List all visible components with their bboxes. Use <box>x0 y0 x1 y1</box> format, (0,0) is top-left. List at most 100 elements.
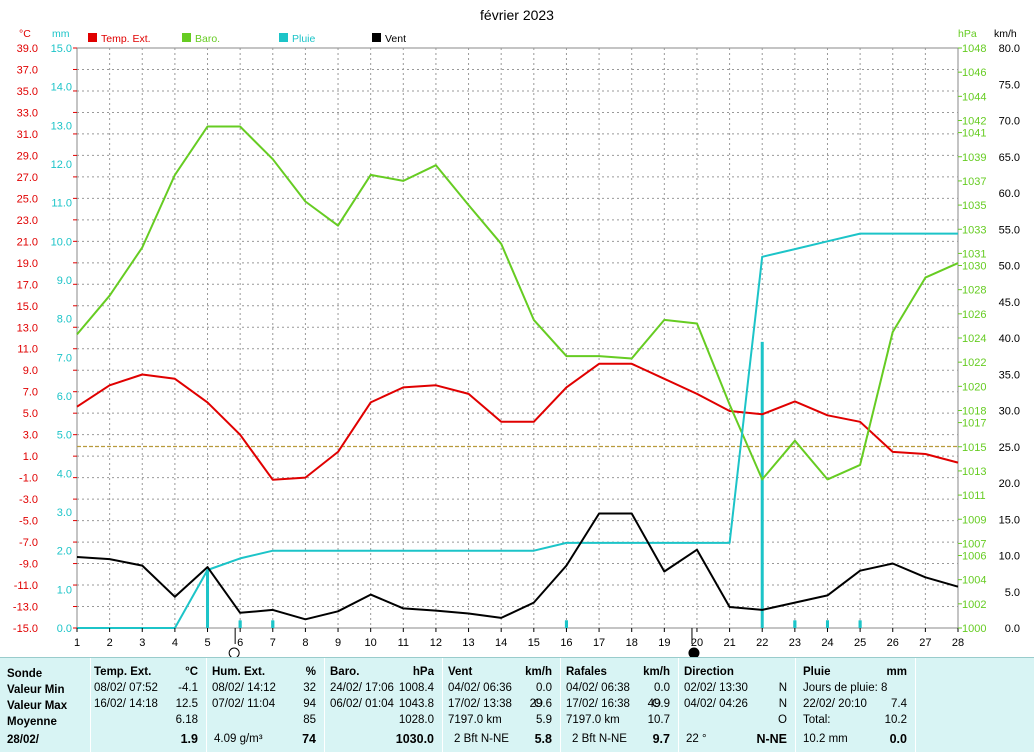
rain-tick-label: 3.0 <box>57 507 72 519</box>
rain-bar-small <box>858 621 862 628</box>
x-tick-label: 15 <box>528 637 540 649</box>
baro-max-date: 06/02/ 01:04 <box>330 698 394 710</box>
baro-avg: 1028.0 <box>398 714 434 726</box>
wind-axis-unit: km/h <box>994 28 1017 40</box>
baro-tick-label: 1046 <box>962 67 986 79</box>
baro-tick-label: 1009 <box>962 514 986 526</box>
pluie-total: 10.2 <box>884 714 907 726</box>
rain-bar-small <box>825 621 829 628</box>
temp-tick-label: 27.0 <box>17 172 38 184</box>
baro-tick-label: 1044 <box>962 91 986 103</box>
temp-tick-label: 37.0 <box>17 64 38 76</box>
rafales-avg: 10.7 <box>647 714 670 726</box>
baro-tick-label: 1026 <box>962 309 986 321</box>
vent-avg: 5.9 <box>536 714 552 726</box>
rafales-min-date: 04/02/ 06:38 <box>566 682 630 694</box>
temp-tick-label: 31.0 <box>17 129 38 141</box>
baro-tick-label: 1039 <box>962 152 986 164</box>
baro-tick-label: 1035 <box>962 200 986 212</box>
rain-tick-label: 12.0 <box>51 159 72 171</box>
temp-tick-label: -3.0 <box>19 494 38 506</box>
pluie-total-label: Total: <box>803 714 831 726</box>
rafales-current: 9.7 <box>652 732 670 746</box>
direction-avg: O <box>778 714 787 726</box>
chart-grid <box>76 47 959 629</box>
rafales-beaufort: 2 Bft N-NE <box>572 733 627 745</box>
wind-tick-label: 5.0 <box>1005 587 1020 599</box>
wind-tick-label: 15.0 <box>999 514 1020 526</box>
row-label-max: Valeur Max <box>7 700 68 712</box>
baro-col-unit: hPa <box>412 666 434 678</box>
full-moon-icon <box>228 647 240 657</box>
baro-series-line <box>76 125 959 481</box>
pluie-max-date: 22/02/ 20:10 <box>803 698 867 710</box>
pluie-col-title: Pluie <box>803 666 831 678</box>
baro-min-date: 24/02/ 17:06 <box>330 682 394 694</box>
temp-tick-label: 3.0 <box>23 430 38 442</box>
statistics-table: Sonde Valeur Min Valeur Max Moyenne 28/0… <box>0 657 1034 752</box>
temp-tick-label: 13.0 <box>17 322 38 334</box>
x-tick-label: 27 <box>919 637 931 649</box>
rain-bar-small <box>271 621 275 628</box>
baro-tick-label: 1048 <box>962 43 986 55</box>
pluie-current: 0.0 <box>889 732 907 746</box>
legend-swatch-wind <box>372 33 381 42</box>
hum-current: 74 <box>302 732 316 746</box>
new-moon-icon <box>688 647 700 657</box>
temp-min-value: -4.1 <box>178 682 198 694</box>
rain-tick-label: 14.0 <box>51 82 72 94</box>
table-col-vent: Vent km/h 04/02/ 06:36 0.0 17/02/ 13:38 … <box>442 658 561 752</box>
row-label-sonde: Sonde <box>7 668 43 680</box>
rafales-max-date: 17/02/ 16:38 <box>566 698 630 710</box>
temp-tick-label: 1.0 <box>23 451 38 463</box>
baro-tick-label: 1037 <box>962 176 986 188</box>
pluie-col-unit: mm <box>886 666 907 678</box>
rafales-distance: 7197.0 km <box>566 714 620 726</box>
direction-current: N-NE <box>756 732 787 746</box>
temp-tick-label: 9.0 <box>23 365 38 377</box>
baro-tick-label: 1033 <box>962 224 986 236</box>
hum-col-title: Hum. Ext. <box>212 666 266 678</box>
temp-tick-label: 11.0 <box>17 344 38 356</box>
row-label-date: 28/02/ <box>7 734 39 746</box>
baro-tick-label: 1024 <box>962 333 986 345</box>
moon-phases <box>228 628 700 657</box>
hum-max-value: 94 <box>303 698 316 710</box>
hum-avg: 85 <box>303 714 316 726</box>
row-label-avg: Moyenne <box>7 716 57 728</box>
x-tick-label: 24 <box>821 637 833 649</box>
temp-tick-label: -5.0 <box>19 516 38 528</box>
direction-min-date: 02/02/ 13:30 <box>684 682 748 694</box>
legend-label-baro: Baro. <box>195 33 220 45</box>
wind-tick-label: 20.0 <box>999 478 1020 490</box>
temp-col-unit: °C <box>185 666 198 678</box>
x-tick-label: 23 <box>789 637 801 649</box>
baro-tick-label: 1018 <box>962 406 986 418</box>
temp-max-value: 12.5 <box>175 698 198 710</box>
x-tick-label: 5 <box>204 637 210 649</box>
rafales-max-value: 49.9 <box>647 698 670 710</box>
baro-tick-label: 1020 <box>962 381 986 393</box>
vent-col-title: Vent <box>448 666 473 678</box>
temp-tick-label: 19.0 <box>17 258 38 270</box>
temp-tick-label: 29.0 <box>17 150 38 162</box>
temp-tick-label: 7.0 <box>23 387 38 399</box>
temp-tick-label: 17.0 <box>17 279 38 291</box>
temp-series-line <box>76 362 959 481</box>
temp-tick-label: -11.0 <box>14 580 38 592</box>
direction-min-value: N <box>778 682 787 694</box>
wind-tick-label: 70.0 <box>999 116 1020 128</box>
hum-absolute: 4.09 g/m³ <box>214 733 263 745</box>
vent-max-date: 17/02/ 13:38 <box>448 698 512 710</box>
rain-tick-label: 0.0 <box>57 623 72 635</box>
x-tick-label: 26 <box>887 637 899 649</box>
x-tick-label: 3 <box>139 637 145 649</box>
rain-tick-label: 5.0 <box>57 430 72 442</box>
direction-max-value: N <box>778 698 787 710</box>
table-col-rafales: Rafales km/h 04/02/ 06:38 0.0 17/02/ 16:… <box>560 658 679 752</box>
rain-bar-small <box>793 621 797 628</box>
legend-label-wind: Vent <box>385 33 406 45</box>
rain-axis-unit: mm <box>52 28 70 40</box>
rain-tick-label: 11.0 <box>51 198 72 210</box>
table-col-hum: Hum. Ext. % 08/02/ 14:12 32 07/02/ 11:04… <box>206 658 325 752</box>
